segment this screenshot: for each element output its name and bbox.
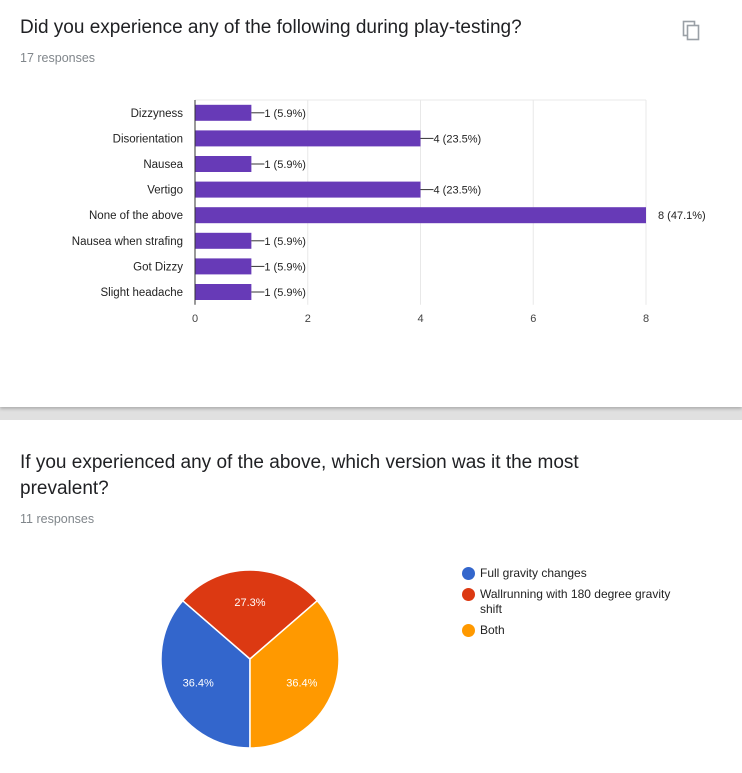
category-label: Nausea <box>143 159 183 171</box>
legend-swatch <box>462 624 475 637</box>
bar <box>195 181 421 198</box>
question-2-title-line-1: If you experienced any of the above, whi… <box>20 452 579 473</box>
legend-label: Both <box>480 623 505 637</box>
data-label: 1 (5.9%) <box>264 261 306 273</box>
bar <box>195 130 421 147</box>
bar <box>195 284 252 300</box>
question-1-title: Did you experience any of the following … <box>20 17 522 38</box>
category-label: Nausea when strafing <box>72 236 183 248</box>
category-label: Vertigo <box>147 185 183 197</box>
legend-swatch <box>462 588 475 601</box>
category-label: None of the above <box>89 210 183 222</box>
slice-label: 27.3% <box>234 597 265 609</box>
slice-label: 36.4% <box>183 678 214 690</box>
data-label: 4 (23.5%) <box>434 185 482 197</box>
pie-slice <box>249 599 340 749</box>
question-2-response-count: 11 responses <box>20 512 95 526</box>
legend-label: Full gravity changes <box>480 566 587 580</box>
data-label: 1 (5.9%) <box>264 287 306 299</box>
pie-legend: Full gravity changes Wallrunning with 18… <box>462 566 680 644</box>
bar <box>195 104 252 121</box>
legend-item-full-gravity-changes[interactable]: Full gravity changes <box>462 566 680 581</box>
x-tick-label: 2 <box>305 313 311 325</box>
x-tick-label: 4 <box>417 313 423 325</box>
question-2-title-line-2: prevalent? <box>20 478 109 499</box>
question-2-title: If you experienced any of the above, whi… <box>20 450 579 502</box>
question-card-2: If you experienced any of the above, whi… <box>0 420 742 773</box>
bar <box>195 258 252 275</box>
copy-icon[interactable] <box>682 20 702 47</box>
bar <box>195 207 646 224</box>
legend-label: Wallrunning with 180 degree gravity shif… <box>480 587 671 616</box>
x-tick-label: 8 <box>643 313 649 325</box>
bar <box>195 232 252 249</box>
data-label: 1 (5.9%) <box>264 236 306 248</box>
pie-chart: 36.4% 27.3% 36.4% <box>160 569 340 749</box>
data-label: 4 (23.5%) <box>434 133 482 145</box>
category-label: Disorientation <box>113 133 183 145</box>
category-label: Dizzyness <box>131 108 184 120</box>
legend-swatch <box>462 567 475 580</box>
data-label: 1 (5.9%) <box>264 159 306 171</box>
data-label: 8 (47.1%) <box>658 210 706 222</box>
x-tick-label: 0 <box>192 313 198 325</box>
legend-item-wallrunning[interactable]: Wallrunning with 180 degree gravity shif… <box>462 587 680 617</box>
category-label: Got Dizzy <box>133 261 183 273</box>
legend-item-both[interactable]: Both <box>462 623 680 638</box>
x-tick-label: 6 <box>530 313 536 325</box>
bar <box>195 156 252 172</box>
data-label: 1 (5.9%) <box>264 108 306 120</box>
bar-chart: 0 2 4 6 8 Dizzyness 1 (5.9%) Disorientation 4 (2… <box>72 99 706 325</box>
pie-slice <box>181 569 319 660</box>
question-card-1: Did you experience any of the following … <box>0 0 742 407</box>
category-label: Slight headache <box>101 287 183 299</box>
question-1-response-count: 17 responses <box>20 51 96 65</box>
slice-label: 36.4% <box>286 678 317 690</box>
pie-slice <box>160 599 251 749</box>
